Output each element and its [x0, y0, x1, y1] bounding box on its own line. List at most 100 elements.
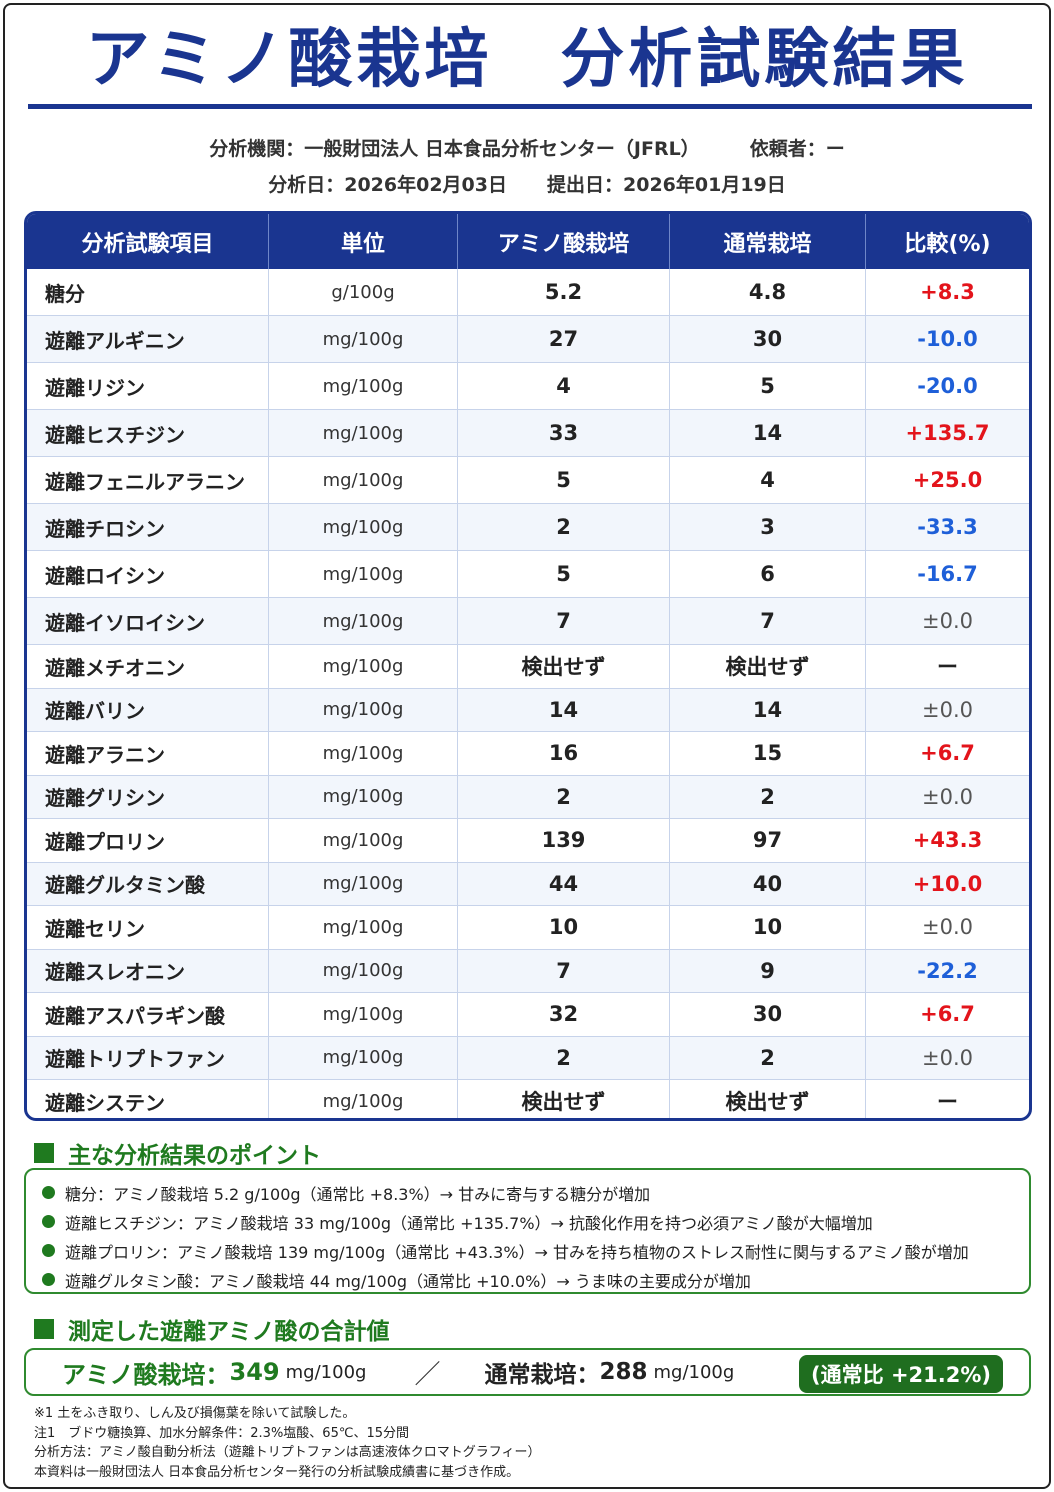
- submit-date: 提出日：2026年01月19日: [547, 174, 786, 196]
- point-text: 遊離ヒスチジン：アミノ酸栽培 33 mg/100g（通常比 +135.7%）→ …: [65, 1213, 873, 1233]
- footnote: 注1 ブドウ糖換算、加水分解条件：2.3%塩酸、65℃、15分間: [34, 1425, 409, 1441]
- table-row: 遊離チロシン mg/100g 2 3 -33.3: [27, 504, 1029, 551]
- cell-compare: ー: [937, 1090, 958, 1114]
- page-frame: [3, 3, 1051, 1489]
- cell-normal: 15: [670, 732, 866, 775]
- cell-normal: 14: [670, 410, 866, 456]
- cell-compare: -16.7: [917, 562, 978, 586]
- table-row: 遊離リジン mg/100g 4 5 -20.0: [27, 363, 1029, 410]
- cell-normal: 2: [670, 775, 866, 818]
- title-divider: [28, 104, 1032, 109]
- cell-compare: -22.2: [917, 958, 978, 983]
- cell-compare: -20.0: [917, 374, 978, 398]
- cell-compare: +6.7: [920, 741, 975, 766]
- cell-amino: 27: [458, 316, 670, 362]
- total-amino-label: アミノ酸栽培：: [62, 1360, 230, 1389]
- cell-unit: mg/100g: [269, 316, 458, 362]
- cell-compare: -33.3: [917, 515, 978, 539]
- cell-amino: 2: [458, 1036, 670, 1079]
- cell-normal: 40: [670, 862, 866, 905]
- points-heading: 主な分析結果のポイント: [34, 1136, 321, 1170]
- square-icon: [34, 1319, 54, 1339]
- total-normal-value: 288: [599, 1359, 648, 1385]
- cell-item: 遊離メチオニン: [27, 645, 269, 688]
- cell-amino: 5: [458, 551, 670, 597]
- cell-item: 遊離アラニン: [27, 732, 269, 775]
- cell-item: 遊離バリン: [27, 688, 269, 731]
- cell-item: 遊離ロイシン: [27, 551, 269, 597]
- cell-amino: 33: [458, 410, 670, 456]
- table-row: 遊離フェニルアラニン mg/100g 5 4 +25.0: [27, 457, 1029, 504]
- cell-amino: 7: [458, 598, 670, 644]
- total-normal-label: 通常栽培：: [484, 1362, 600, 1388]
- cell-unit: mg/100g: [269, 551, 458, 597]
- cell-amino: 10: [458, 906, 670, 949]
- cell-unit: mg/100g: [269, 457, 458, 503]
- cell-unit: mg/100g: [269, 819, 458, 862]
- table-row: 遊離グリシン mg/100g 2 2 ±0.0: [27, 775, 1029, 819]
- cell-normal: 検出せず: [670, 1080, 866, 1118]
- table-row: 遊離アスパラギン酸 mg/100g 32 30 +6.7: [27, 993, 1029, 1037]
- cell-compare: +8.3: [920, 280, 975, 304]
- cell-amino: 2: [458, 775, 670, 818]
- footnote: 分析方法：アミノ酸自動分析法（遊離トリプトファンは高速液体クロマトグラフィー）: [34, 1445, 541, 1460]
- cell-compare: ±0.0: [922, 697, 973, 722]
- cell-unit: mg/100g: [269, 862, 458, 905]
- cell-item: 遊離プロリン: [27, 819, 269, 862]
- header-item: 分析試験項目: [27, 214, 269, 269]
- total-heading: 測定した遊離アミノ酸の合計値: [34, 1312, 390, 1346]
- list-item: 遊離ヒスチジン：アミノ酸栽培 33 mg/100g（通常比 +135.7%）→ …: [42, 1207, 1029, 1236]
- meta-line-1: 分析機関：一般財団法人 日本食品分析センター（JFRL） 依頼者：ー: [0, 134, 1054, 161]
- cell-compare: +43.3: [912, 828, 983, 853]
- header-amino: アミノ酸栽培: [458, 214, 670, 269]
- cell-normal: 2: [670, 1036, 866, 1079]
- cell-item: 遊離システン: [27, 1080, 269, 1118]
- cell-normal: 14: [670, 688, 866, 731]
- cell-amino: 検出せず: [458, 1080, 670, 1118]
- total-separator: ／: [414, 1359, 441, 1390]
- list-item: 遊離グルタミン酸：アミノ酸栽培 44 mg/100g（通常比 +10.0%）→ …: [42, 1265, 1029, 1294]
- cell-item: 遊離グリシン: [27, 775, 269, 818]
- table-row: 遊離プロリン mg/100g 139 97 +43.3: [27, 819, 1029, 863]
- cell-item: 遊離グルタミン酸: [27, 862, 269, 905]
- footnotes: ※1 土をふき取り、しん及び損傷葉を除いて試験した。 注1 ブドウ糖換算、加水分…: [34, 1404, 540, 1482]
- cell-unit: mg/100g: [269, 504, 458, 550]
- cell-normal: 97: [670, 819, 866, 862]
- cell-normal: 9: [670, 949, 866, 992]
- cell-compare: +25.0: [912, 468, 983, 492]
- cell-amino: 44: [458, 862, 670, 905]
- point-text: 遊離グルタミン酸：アミノ酸栽培 44 mg/100g（通常比 +10.0%）→ …: [65, 1271, 751, 1291]
- total-box: アミノ酸栽培： 349 mg/100g ／ 通常栽培： 288 mg/100g …: [24, 1348, 1031, 1396]
- bullet-icon: [42, 1244, 55, 1257]
- cell-compare: ー: [937, 655, 958, 680]
- cell-unit: mg/100g: [269, 906, 458, 949]
- cell-unit: mg/100g: [269, 598, 458, 644]
- bullet-icon: [42, 1215, 55, 1228]
- total-amino-unit: mg/100g: [285, 1361, 367, 1383]
- cell-item: 遊離スレオニン: [27, 949, 269, 992]
- cell-unit: mg/100g: [269, 993, 458, 1036]
- cell-normal: 10: [670, 906, 866, 949]
- cell-item: 遊離イソロイシン: [27, 598, 269, 644]
- cell-amino: 2: [458, 504, 670, 550]
- footnote: 本資料は一般財団法人 日本食品分析センター発行の分析試験成績書に基づき作成。: [34, 1464, 520, 1480]
- cell-unit: mg/100g: [269, 1036, 458, 1079]
- header-unit: 単位: [269, 214, 458, 269]
- total-heading-text: 測定した遊離アミノ酸の合計値: [68, 1319, 390, 1345]
- cell-normal: 4: [670, 457, 866, 503]
- table-row: 遊離スレオニン mg/100g 7 9 -22.2: [27, 949, 1029, 993]
- cell-compare: ±0.0: [922, 609, 973, 633]
- table-row: 遊離バリン mg/100g 14 14 ±0.0: [27, 688, 1029, 732]
- table-body: 糖分 g/100g 5.2 4.8 +8.3 遊離アルギニン mg/100g 27 30 -10.…: [27, 269, 1029, 1118]
- cell-compare: ±0.0: [922, 1045, 973, 1070]
- cell-unit: mg/100g: [269, 949, 458, 992]
- point-text: 遊離プロリン：アミノ酸栽培 139 mg/100g（通常比 +43.3%）→ 甘…: [65, 1242, 969, 1262]
- cell-item: 遊離トリプトファン: [27, 1036, 269, 1079]
- cell-unit: mg/100g: [269, 363, 458, 409]
- cell-compare: ±0.0: [922, 784, 973, 809]
- table-row: 遊離イソロイシン mg/100g 7 7 ±0.0: [27, 598, 1029, 645]
- table-row: 遊離アルギニン mg/100g 27 30 -10.0: [27, 316, 1029, 363]
- footnote: ※1 土をふき取り、しん及び損傷葉を除いて試験した。: [34, 1406, 356, 1421]
- cell-amino: 5.2: [458, 269, 670, 315]
- cell-item: 遊離アルギニン: [27, 316, 269, 362]
